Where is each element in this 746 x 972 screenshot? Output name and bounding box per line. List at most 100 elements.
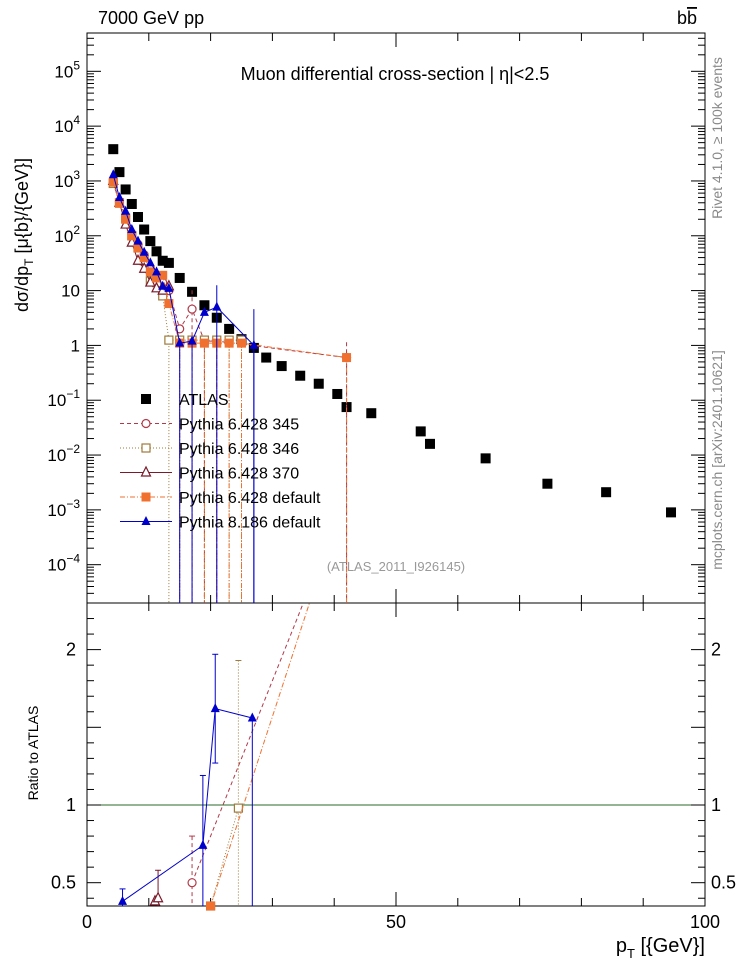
data-point [121, 214, 131, 224]
data-point [151, 246, 162, 257]
data-point [212, 301, 222, 311]
ratio-series-3 [149, 869, 164, 906]
chart-title: Muon differential cross-section | η|<2.5 [241, 64, 550, 84]
ratio-tick-label-left: 1 [66, 795, 76, 815]
data-point [145, 267, 155, 277]
data-point [139, 224, 150, 235]
data-point [108, 144, 119, 155]
data-point [276, 361, 287, 372]
x-tick-label: 0 [82, 912, 92, 932]
data-point [114, 198, 124, 208]
watermark: (ATLAS_2011_I926145) [327, 559, 465, 574]
data-point [224, 323, 235, 334]
data-point [121, 205, 131, 215]
x-axis-label: pT [{GeV}] [616, 935, 705, 961]
ratio-tick-label-right: 1 [711, 795, 721, 815]
legend-label: Pythia 8.186 default [179, 515, 321, 532]
data-point [132, 212, 143, 223]
ratio-plot-frame [86, 602, 706, 907]
series-5 [108, 169, 259, 603]
data-point [342, 353, 352, 363]
ratio-series-1 [187, 602, 304, 906]
data-point [157, 255, 168, 266]
y-tick-label: 10−4 [47, 552, 80, 575]
ratio-tick-label-left: 2 [66, 640, 76, 660]
legend-label: Pythia 6.428 345 [179, 417, 299, 434]
side-label-bottom: mcplots.cern.ch [arXiv:2401.10621] [709, 350, 725, 569]
data-point [542, 478, 553, 489]
data-point [163, 257, 174, 268]
ratio-point [210, 703, 220, 713]
data-point [295, 370, 306, 381]
data-point [108, 169, 118, 179]
y-tick-label: 104 [54, 113, 80, 136]
series-0 [108, 144, 677, 518]
data-point [127, 231, 137, 241]
ratio-point [198, 839, 208, 849]
data-point [120, 184, 131, 195]
ratio-line [122, 708, 253, 902]
data-point [133, 243, 143, 253]
data-point [108, 177, 118, 187]
ratio-series-4 [206, 602, 310, 911]
ratio-point [118, 895, 128, 905]
data-point [127, 224, 137, 234]
y-axis-label: dσ/dpT [μ{b}/{GeV}] [12, 158, 36, 312]
data-point [199, 306, 209, 316]
data-point [237, 338, 246, 348]
x-tick-label: 50 [386, 912, 406, 932]
legend-entry: ATLAS [141, 392, 229, 409]
data-point [145, 236, 156, 247]
series-4 [108, 177, 352, 603]
header-left: 7000 GeV pp [98, 8, 204, 28]
legend-label: Pythia 6.428 default [179, 490, 321, 507]
ratio-tick-label-left: 0.5 [51, 873, 76, 893]
y-tick-label: 10 [61, 282, 80, 301]
ratio-point [206, 901, 216, 911]
ratio-y-axis-label: Ratio to ATLAS [25, 706, 41, 801]
ratio-tick-label-right: 2 [711, 640, 721, 660]
ratio-series-5 [118, 653, 257, 906]
data-point [145, 257, 155, 267]
data-point [187, 304, 197, 314]
ratio-tick-label-right: 0.5 [711, 873, 736, 893]
y-tick-label: 1 [71, 336, 80, 355]
data-point [199, 338, 209, 348]
y-tick-label: 10−3 [47, 497, 80, 520]
data-point [249, 339, 259, 349]
header-right: bb [677, 8, 697, 28]
legend-marker [141, 443, 151, 453]
ratio-line [210, 602, 310, 907]
data-point [114, 167, 125, 178]
data-point [601, 487, 612, 498]
data-point [415, 426, 426, 437]
ratio-point [233, 803, 244, 813]
data-point [480, 453, 491, 464]
y-tick-label: 10−2 [47, 442, 80, 465]
legend-label: ATLAS [179, 392, 229, 409]
data-point [261, 352, 272, 363]
data-point [114, 191, 124, 201]
legend-marker [141, 516, 151, 525]
ratio-point [152, 891, 164, 903]
ratio-point [187, 878, 197, 888]
ratio-line [210, 807, 239, 907]
ratio-line [191, 602, 304, 883]
data-point [126, 198, 137, 209]
data-point [224, 338, 234, 348]
data-point [164, 282, 174, 292]
ratio-point [247, 712, 257, 722]
legend-entry: Pythia 6.428 345 [120, 417, 299, 434]
data-point [164, 335, 174, 345]
x-tick-label: 100 [690, 912, 720, 932]
data-point [199, 300, 210, 311]
legend-marker [141, 492, 151, 502]
y-tick-label: 10−1 [47, 387, 80, 410]
legend-entry: Pythia 6.428 default [120, 490, 321, 507]
ratio-series-2 [206, 659, 244, 911]
data-point [666, 507, 677, 518]
side-label-top: Rivet 4.1.0, ≥ 100k events [709, 57, 725, 219]
data-point [158, 270, 168, 280]
legend-entry: Pythia 6.428 346 [120, 441, 299, 458]
